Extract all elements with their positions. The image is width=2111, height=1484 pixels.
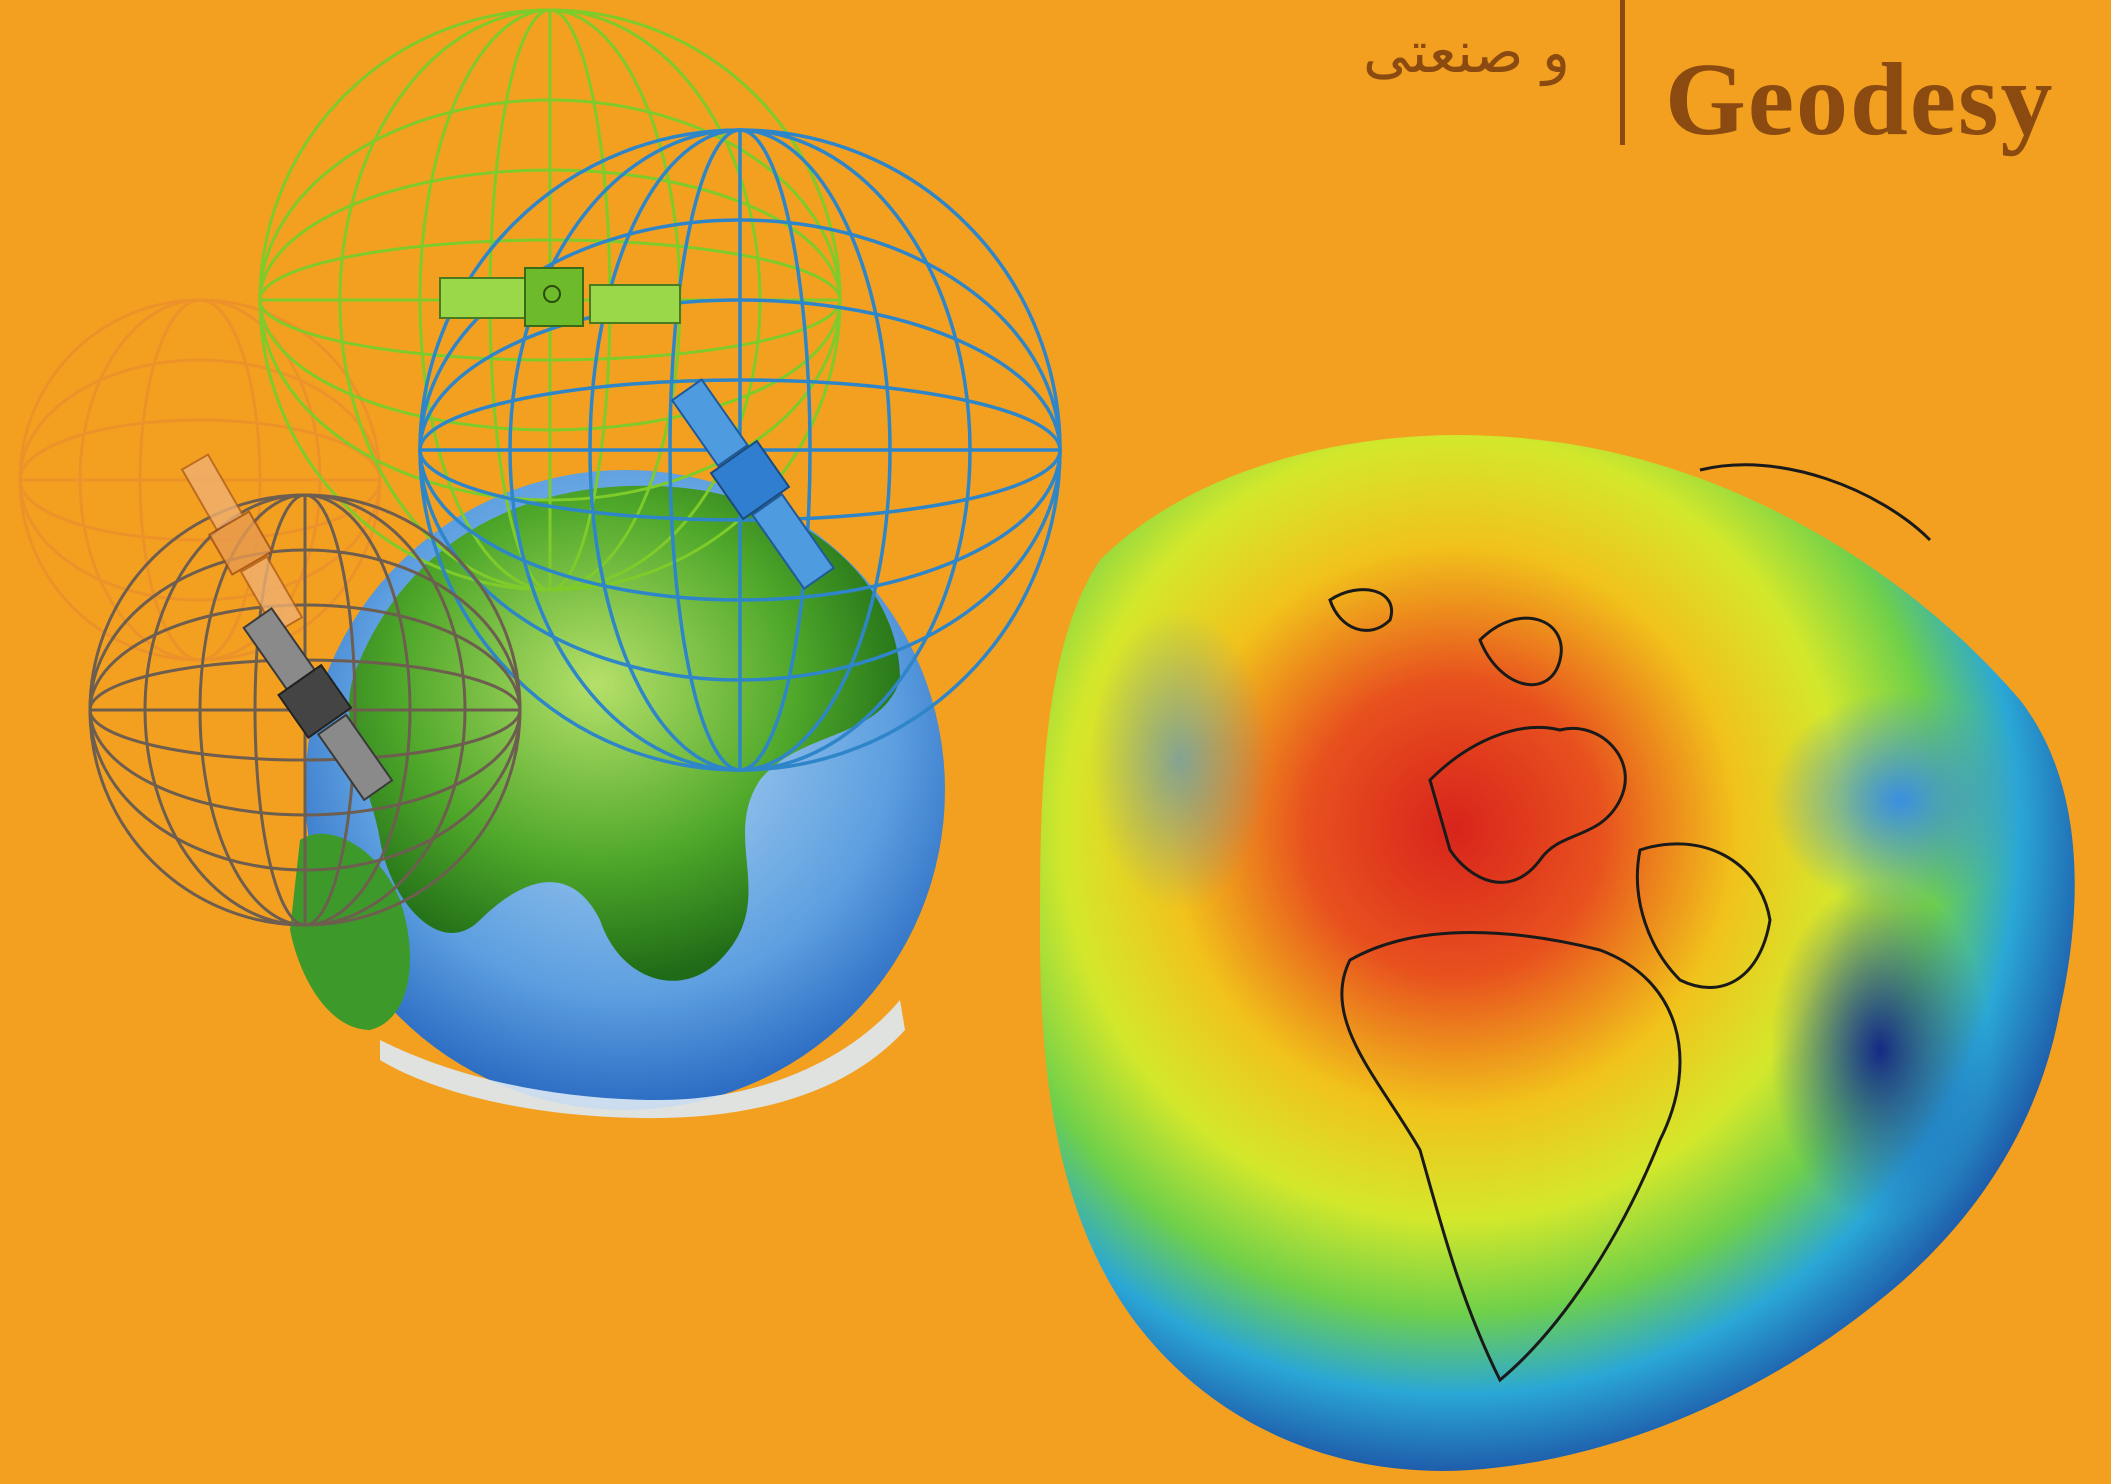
header-divider [1620,0,1625,145]
satellite-gray [242,606,394,802]
header: و صنعتی Geodesy [1300,0,2100,160]
page-title: Geodesy [1665,42,2055,157]
geoid-earth-illustration [1040,435,2075,1471]
satellite-orange [180,453,304,634]
earth-globe [290,470,945,1119]
satellite-blue [670,378,835,591]
persian-subtitle: و صنعتی [1362,18,1570,86]
geoid-coastlines [1328,463,1932,1383]
satellite-green [439,267,681,327]
satellites-and-earth-illustration [18,8,1062,1119]
gray-wire-sphere [88,493,522,927]
